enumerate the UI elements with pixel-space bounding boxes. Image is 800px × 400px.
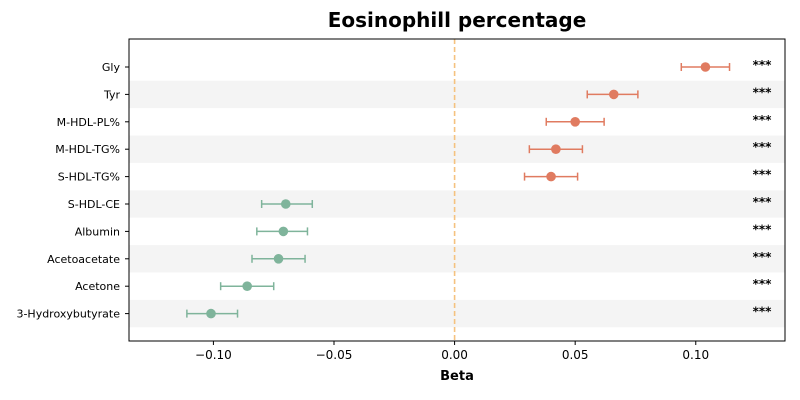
beta-point [242, 281, 252, 292]
row-albumin: *** [256, 222, 773, 237]
y-tick-label: 3-Hydroxybutyrate [16, 308, 120, 321]
significance-stars: *** [753, 140, 773, 154]
significance-stars: *** [753, 250, 773, 264]
plot-frame [128, 38, 786, 342]
significance-stars: *** [753, 58, 773, 72]
beta-point [206, 308, 216, 319]
y-tick-label: S-HDL-CE [68, 198, 120, 211]
y-tick-label: Acetone [75, 280, 120, 293]
row-acetone: *** [219, 277, 773, 292]
beta-point [700, 62, 711, 72]
row-m-hdl-pl-: *** [545, 113, 773, 127]
significance-stars: *** [753, 113, 773, 127]
row-tyr: *** [586, 85, 773, 100]
beta-point [551, 144, 561, 154]
y-tick-label: Albumin [75, 225, 120, 238]
significance-stars: *** [753, 195, 773, 209]
x-axis-label: Beta [440, 369, 474, 384]
significance-stars: *** [753, 85, 773, 99]
x-tick-label: −0.05 [316, 348, 353, 362]
row-acetoacetate: *** [251, 250, 773, 264]
beta-point [570, 117, 580, 127]
row-gly: *** [680, 58, 773, 72]
y-tick-label: Gly [102, 61, 121, 74]
data-marks: *** *** *** *** *** *** *** *** *** *** [186, 58, 773, 319]
significance-stars: *** [753, 168, 773, 182]
significance-stars: *** [753, 222, 773, 236]
row-s-hdl-tg-: *** [523, 168, 773, 182]
row-band [129, 190, 785, 218]
axes: Gly Tyr M-HDL-PL% M-HDL-TG% S-HDL-TG% S-HDL-C… [16, 38, 786, 362]
beta-point [608, 89, 619, 100]
row-band [129, 135, 785, 163]
beta-point [273, 253, 284, 264]
y-tick-label: S-HDL-TG% [58, 171, 120, 184]
row-band [129, 299, 785, 328]
significance-stars: *** [753, 277, 773, 291]
row-3-hydroxybutyrate: *** [186, 305, 773, 319]
x-tick-label: 0.00 [441, 348, 468, 362]
y-tick-label: Acetoacetate [47, 253, 120, 266]
y-tick-label: Tyr [103, 88, 121, 101]
row-band [129, 80, 785, 109]
row-s-hdl-ce: *** [260, 195, 773, 209]
beta-point [278, 226, 289, 237]
row-band [129, 245, 785, 273]
beta-point [280, 199, 291, 209]
x-tick-label: −0.10 [195, 348, 232, 362]
y-tick-label: M-HDL-TG% [55, 143, 120, 156]
chart-title: Eosinophill percentage [327, 8, 587, 32]
significance-stars: *** [753, 305, 773, 319]
x-tick-label: 0.10 [682, 348, 709, 362]
beta-point [546, 171, 556, 182]
x-tick-label: 0.05 [562, 348, 589, 362]
row-bands [129, 80, 785, 328]
row-m-hdl-tg-: *** [528, 140, 773, 154]
y-tick-label: M-HDL-PL% [57, 116, 120, 129]
